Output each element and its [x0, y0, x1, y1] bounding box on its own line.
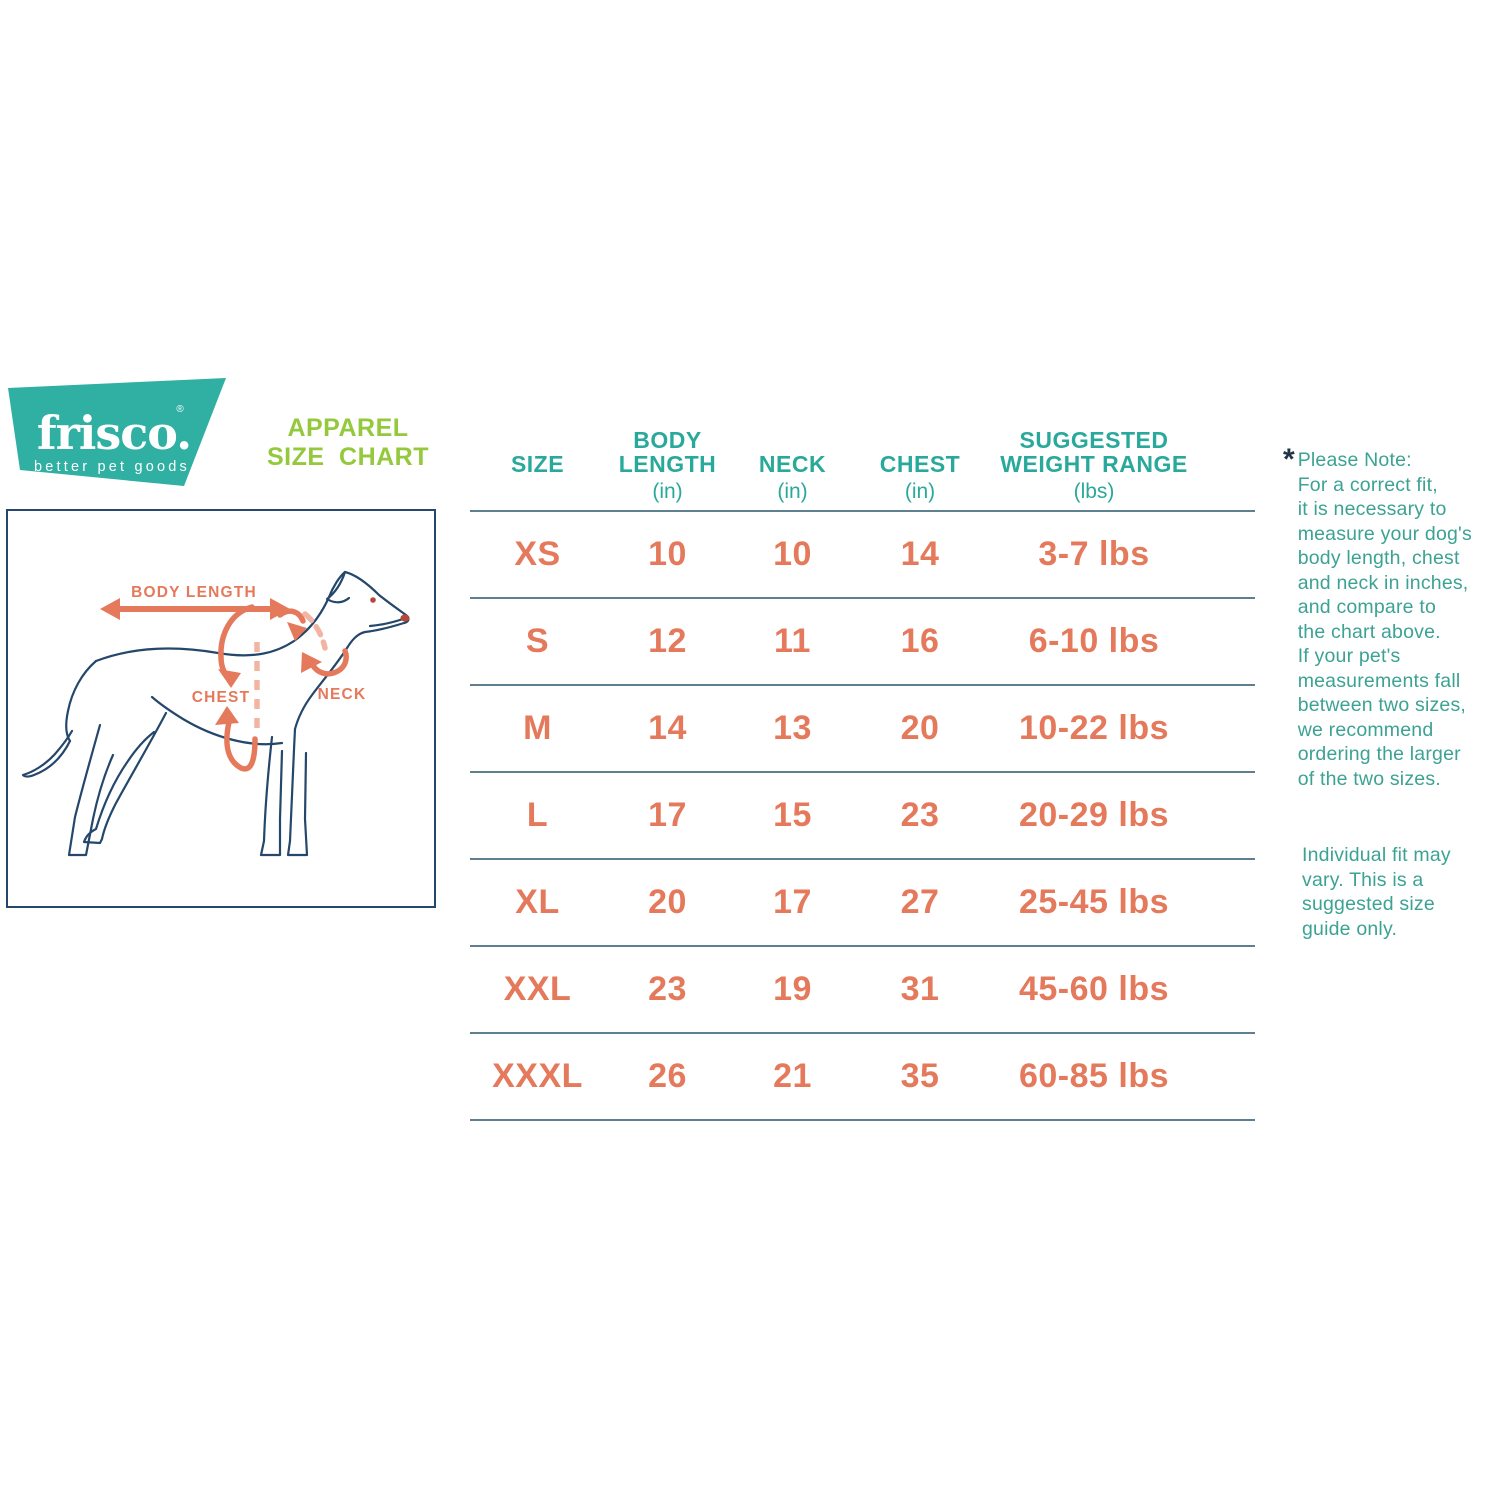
- cell-weight: 25-45 lbs: [1018, 883, 1170, 921]
- logo-banner-shape: [8, 378, 226, 486]
- body-length-annotation: BODY LENGTH: [100, 584, 290, 620]
- cell-body-length: 20: [648, 883, 687, 921]
- cell-chest: 27: [900, 883, 940, 921]
- cell-neck: 19: [773, 970, 812, 1008]
- column-header-chest: CHEST (in): [879, 451, 961, 503]
- arrow-down-icon: [218, 669, 241, 688]
- cell-weight: 6-10 lbs: [1028, 622, 1160, 660]
- table-row-xxxl: XXXL 26 21 35 60-85 lbs: [470, 1032, 1255, 1119]
- cell-weight: 45-60 lbs: [1018, 970, 1170, 1008]
- cell-size: M: [523, 709, 552, 747]
- cell-neck: 13: [773, 709, 812, 747]
- asterisk-icon: *: [1283, 443, 1295, 476]
- note-paragraph-2: Individual fit may vary. This is a sugge…: [1302, 844, 1451, 940]
- cell-weight: 60-85 lbs: [1018, 1057, 1170, 1095]
- neck-annotation: NECK: [277, 608, 367, 703]
- dog-illustration: BODY LENGTH CHEST NECK: [21, 570, 410, 857]
- chest-label: CHEST: [192, 689, 251, 706]
- table-row-m: M 14 13 20 10-22 lbs: [470, 684, 1255, 771]
- table-row-l: L 17 15 23 20-29 lbs: [470, 771, 1255, 858]
- cell-weight: 10-22 lbs: [1018, 709, 1170, 747]
- cell-neck: 17: [773, 883, 812, 921]
- dog-nose: [400, 614, 410, 622]
- cell-chest: 14: [900, 535, 940, 573]
- cell-neck: 15: [773, 796, 812, 834]
- cell-chest: 35: [900, 1057, 940, 1095]
- registered-mark: ®: [176, 404, 184, 415]
- cell-neck: 21: [773, 1057, 812, 1095]
- size-table: SIZE BODY LENGTH (in) NECK (in) CHEST (i…: [470, 418, 1255, 1121]
- arrow-up-left-icon: [301, 652, 322, 673]
- cell-body-length: 17: [648, 796, 687, 834]
- cell-body-length: 26: [648, 1057, 687, 1095]
- column-header-body-length: BODY LENGTH (in): [618, 427, 717, 503]
- cell-size: XXL: [503, 970, 572, 1008]
- cell-body-length: 12: [648, 622, 687, 660]
- table-body: XS 10 10 14 3-7 lbs S 12 11 16 6-10 lbs …: [470, 510, 1255, 1121]
- table-row-xl: XL 20 17 27 25-45 lbs: [470, 858, 1255, 945]
- cell-size: XL: [515, 883, 560, 921]
- cell-body-length: 23: [648, 970, 687, 1008]
- neck-dashed-line: [302, 611, 328, 651]
- cell-size: S: [525, 622, 550, 660]
- dog-outline: [21, 570, 410, 857]
- arrow-right-icon: [270, 598, 290, 620]
- cell-chest: 31: [900, 970, 940, 1008]
- table-header: SIZE BODY LENGTH (in) NECK (in) CHEST (i…: [470, 418, 1255, 510]
- page-title-line1: APPAREL: [287, 414, 409, 442]
- brand-name: frisco.: [37, 406, 191, 460]
- table-row-xs: XS 10 10 14 3-7 lbs: [470, 510, 1255, 597]
- cell-weight: 20-29 lbs: [1018, 796, 1170, 834]
- cell-chest: 23: [900, 796, 940, 834]
- page-title: APPAREL SIZE CHART: [253, 414, 443, 472]
- brand-tagline: better pet goods: [34, 459, 190, 475]
- neck-label: NECK: [318, 686, 367, 703]
- cell-neck: 10: [773, 535, 812, 573]
- note-paragraph-1: Please Note: For a correct fit, it is ne…: [1297, 449, 1472, 790]
- cell-size: L: [526, 796, 549, 834]
- note-panel: * Please Note: For a correct fit, it is …: [1283, 443, 1500, 941]
- dog-measurement-diagram: BODY LENGTH CHEST NECK: [6, 509, 436, 908]
- column-header-size: SIZE: [510, 451, 565, 477]
- frisco-logo: frisco. ® better pet goods: [8, 378, 226, 486]
- page-title-line2: SIZE CHART: [267, 443, 429, 471]
- table-row-xxl: XXL 23 19 31 45-60 lbs: [470, 945, 1255, 1032]
- arrow-down-left-icon: [287, 622, 307, 641]
- dog-eye: [370, 597, 376, 603]
- table-row-s: S 12 11 16 6-10 lbs: [470, 597, 1255, 684]
- cell-size: XXXL: [492, 1057, 583, 1095]
- cell-chest: 20: [900, 709, 940, 747]
- arrow-left-icon: [100, 598, 120, 620]
- cell-weight: 3-7 lbs: [1038, 535, 1150, 573]
- cell-body-length: 14: [648, 709, 687, 747]
- cell-chest: 16: [900, 622, 940, 660]
- arrow-up-icon: [215, 706, 239, 725]
- cell-size: XS: [514, 535, 561, 573]
- chest-annotation: CHEST: [192, 604, 260, 772]
- body-length-label: BODY LENGTH: [131, 584, 257, 601]
- column-header-neck: NECK (in): [758, 451, 827, 503]
- cell-body-length: 10: [648, 535, 687, 573]
- column-header-weight-range: SUGGESTED WEIGHT RANGE (lbs): [1000, 427, 1188, 503]
- cell-neck: 11: [774, 622, 811, 660]
